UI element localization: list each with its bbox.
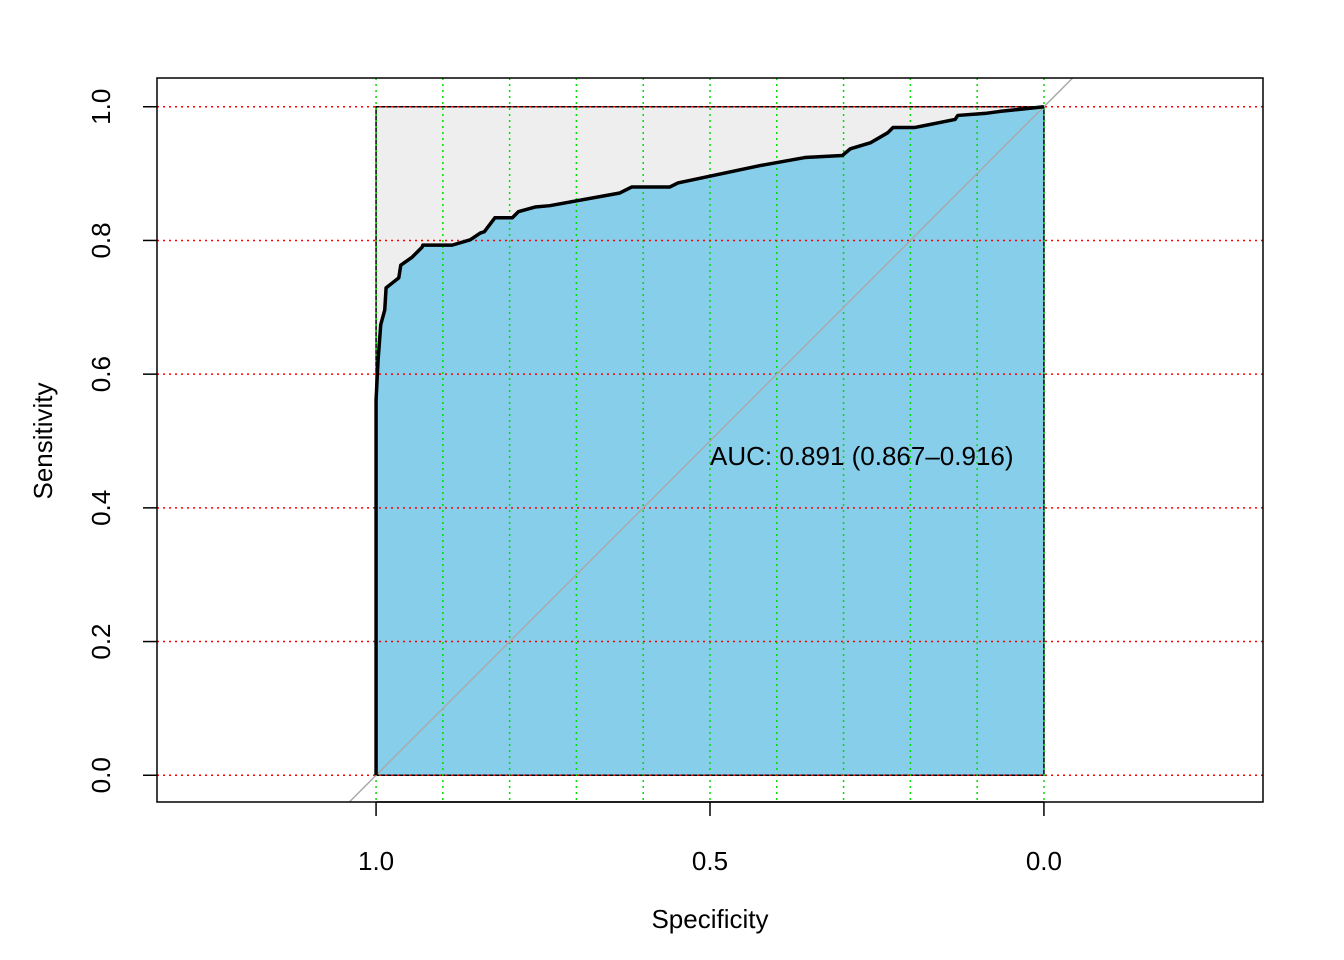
y-tick-label: 0.8	[86, 222, 116, 258]
y-axis-label: Sensitivity	[28, 382, 58, 499]
auc-annotation: AUC: 0.891 (0.867–0.916)	[710, 441, 1014, 471]
y-tick-label: 0.2	[86, 623, 116, 659]
y-tick-label: 0.4	[86, 490, 116, 526]
y-tick-label: 0.6	[86, 356, 116, 392]
diagonal	[348, 78, 1074, 802]
x-tick-label: 0.0	[1026, 846, 1062, 876]
x-tick-label: 1.0	[358, 846, 394, 876]
y-tick-label: 0.0	[86, 757, 116, 793]
roc-curve	[374, 105, 1045, 776]
x-axis-label: Specificity	[651, 904, 768, 934]
y-tick-label: 1.0	[86, 89, 116, 125]
x-tick-label: 0.5	[692, 846, 728, 876]
